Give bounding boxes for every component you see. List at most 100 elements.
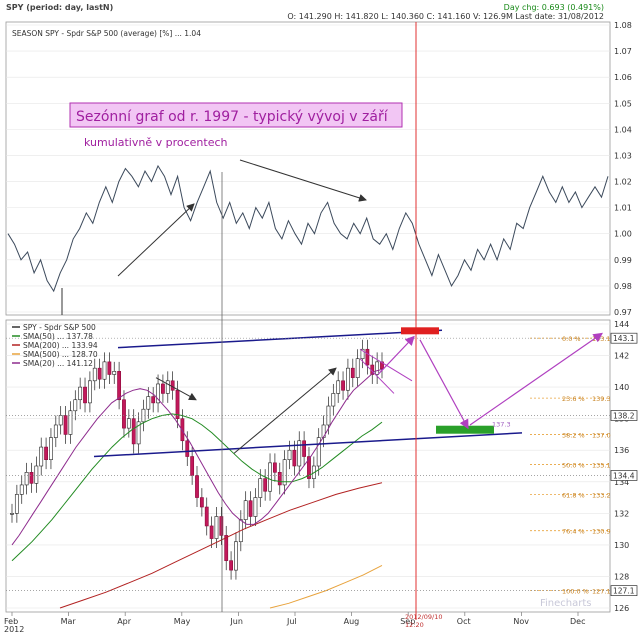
season-y-tick: 0.99 (614, 256, 632, 265)
candle-body (83, 386, 87, 404)
price-level-box (610, 585, 638, 596)
candle-body (268, 462, 272, 492)
price-y-tick: 136 (614, 446, 629, 455)
sma20-line (11, 368, 383, 546)
candle-body (234, 541, 238, 571)
candle-body (10, 513, 14, 515)
fib-level-label: 76.4 % (562, 528, 585, 536)
season-y-tick: 1.04 (614, 125, 632, 134)
candle-body (161, 383, 165, 394)
candle-body (195, 475, 199, 498)
fib-level-value: 143.1 (592, 335, 611, 343)
month-tick: Mar (61, 617, 77, 626)
candle-body (146, 396, 151, 410)
candle-body (258, 478, 263, 498)
sma50-line (11, 413, 383, 562)
season-y-tick: 1.00 (614, 230, 632, 239)
date-marker-time: 12:20 (405, 621, 424, 629)
price-y-tick: 140 (614, 383, 629, 392)
candle-body (24, 472, 29, 486)
season-line (7, 164, 609, 293)
season-legend: SEASON SPY - Spdr S&P 500 (average) [%] … (12, 29, 201, 38)
candle-body (307, 456, 311, 479)
price-level-value: 143.1 (613, 334, 635, 343)
projection-fan-1 (359, 348, 413, 382)
fib-level-value: 135.1 (592, 461, 611, 469)
year-label: 2012 (4, 625, 24, 632)
candle-body (253, 497, 258, 517)
candle-body (341, 380, 345, 391)
candle-body (170, 380, 175, 391)
legend-entry: SPY - Spdr S&P 500 (23, 323, 96, 332)
candle-body (360, 348, 365, 360)
candle-body (34, 465, 39, 484)
candle-body (219, 516, 224, 536)
candle-body (199, 497, 204, 508)
sma200-line (59, 482, 383, 609)
month-tick: Jul (286, 617, 297, 626)
candle-body (165, 380, 170, 394)
candle-body (49, 437, 53, 460)
candle-body (19, 484, 24, 495)
candle-body (87, 380, 92, 404)
fib-level-value: 130.9 (592, 528, 611, 536)
candle-body (185, 440, 190, 457)
candle-body (229, 560, 233, 571)
legend-entry: SMA(500) ... 128.70 (23, 350, 98, 359)
projection-down-arrow (419, 339, 469, 430)
season-y-tick: 1.03 (614, 151, 632, 160)
season-y-tick: 0.97 (614, 308, 632, 317)
candle-body (209, 525, 214, 539)
candle-body (282, 459, 287, 486)
fib-level-label: 23.6 % (562, 395, 585, 403)
season-up-arrow (117, 203, 195, 277)
candle-body (214, 516, 219, 539)
season-y-tick: 1.07 (614, 47, 632, 56)
price-y-tick: 128 (614, 572, 629, 581)
candle-body (292, 449, 297, 467)
fib-level-value: 137.0 (592, 431, 611, 439)
month-tick: Nov (513, 617, 529, 626)
candle-body (131, 418, 136, 445)
candle-body (375, 361, 380, 375)
fib-level-label: 61.8 % (562, 491, 585, 499)
candle-body (277, 472, 282, 486)
month-tick: Apr (117, 617, 132, 626)
candle-body (243, 500, 248, 520)
candle-body (346, 367, 350, 391)
annotation-subtitle: kumulativně v procentech (84, 136, 228, 149)
candle-body (180, 418, 185, 442)
price-level-value: 127.1 (613, 587, 635, 596)
candle-body (44, 446, 48, 460)
candle-body (287, 449, 292, 460)
price-level-box (610, 410, 638, 421)
candle-body (58, 415, 63, 426)
candle-body (331, 393, 336, 407)
season-y-tick: 1.08 (614, 21, 632, 30)
candle-body (224, 535, 229, 561)
target-zone (436, 425, 494, 434)
date-marker-label: 2012/09/10 (405, 613, 442, 621)
ohlc-readout: O: 141.290 H: 141.820 L: 140.360 C: 141.… (287, 12, 604, 21)
candle-body (112, 371, 117, 375)
candle-body (190, 456, 195, 476)
candle-body (107, 361, 112, 375)
price-y-tick: 132 (614, 509, 629, 518)
candle-body (78, 386, 83, 401)
price-level-value: 138.2 (613, 412, 635, 421)
projection-rally-arrow (469, 332, 603, 426)
month-tick: May (174, 617, 191, 626)
candle-body (122, 399, 126, 429)
fib-level-value: 127.1 (592, 588, 611, 596)
candle-body (156, 383, 160, 404)
projection-fan-2 (359, 358, 395, 394)
price-level-box (610, 470, 638, 481)
price-level-box (610, 332, 638, 344)
month-tick: Jun (229, 617, 243, 626)
candle-body (102, 361, 107, 380)
fib-level-value: 133.2 (592, 491, 611, 499)
candle-body (63, 415, 68, 435)
season-panel-frame (5, 21, 611, 316)
candle-body (175, 389, 180, 419)
